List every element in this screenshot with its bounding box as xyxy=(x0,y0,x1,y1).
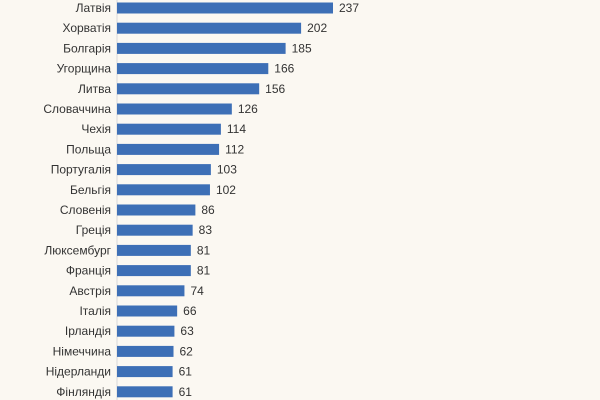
category-label: Нідерланди xyxy=(46,365,111,379)
category-label: Італія xyxy=(79,304,111,318)
value-label: 202 xyxy=(307,21,327,35)
bar xyxy=(117,285,185,297)
value-label: 81 xyxy=(197,264,211,278)
bar xyxy=(117,244,191,256)
bar xyxy=(117,305,178,317)
value-label: 62 xyxy=(180,344,194,358)
bar xyxy=(117,103,232,115)
bar xyxy=(117,22,302,34)
category-label: Словенія xyxy=(60,203,111,217)
bar xyxy=(117,63,269,75)
bars-group: Латвія 237 Хорватія 202 Болгарія 185 Угорщина 1… xyxy=(43,1,359,399)
bar xyxy=(117,143,220,155)
category-label: Франція xyxy=(66,264,111,278)
value-label: 112 xyxy=(225,142,244,156)
category-label: Німеччина xyxy=(53,344,112,358)
category-label: Литва xyxy=(78,82,111,96)
bar xyxy=(117,164,211,176)
value-label: 156 xyxy=(265,82,285,96)
bar xyxy=(117,184,210,196)
bar xyxy=(117,42,286,54)
value-label: 74 xyxy=(190,284,204,298)
value-label: 237 xyxy=(339,1,359,15)
category-label: Фінляндія xyxy=(56,385,111,399)
bar xyxy=(117,123,221,135)
value-label: 102 xyxy=(216,183,236,197)
value-label: 61 xyxy=(179,365,193,379)
bar xyxy=(117,83,260,95)
category-label: Словаччина xyxy=(43,102,111,116)
category-label: Чехія xyxy=(81,122,111,136)
value-label: 81 xyxy=(197,243,211,257)
category-label: Польща xyxy=(66,142,111,156)
value-label: 86 xyxy=(201,203,215,217)
value-label: 63 xyxy=(180,324,194,338)
category-label: Латвія xyxy=(76,1,111,15)
value-label: 66 xyxy=(183,304,197,318)
bar xyxy=(117,204,196,216)
category-label: Люксембург xyxy=(44,243,111,257)
category-label: Угорщина xyxy=(57,62,112,76)
category-label: Ірландія xyxy=(65,324,111,338)
bar xyxy=(117,224,193,236)
category-label: Хорватія xyxy=(62,21,111,35)
bar xyxy=(117,366,173,378)
bar xyxy=(117,265,191,277)
value-label: 103 xyxy=(217,163,237,177)
bar xyxy=(117,2,333,14)
category-label: Бельгія xyxy=(70,183,111,197)
bar xyxy=(117,345,174,357)
category-label: Болгарія xyxy=(63,41,111,55)
category-label: Греція xyxy=(76,223,111,237)
category-label: Австрія xyxy=(69,284,111,298)
value-label: 126 xyxy=(238,102,258,116)
value-label: 185 xyxy=(292,41,312,55)
value-label: 114 xyxy=(227,122,246,136)
bar xyxy=(117,386,173,398)
value-label: 61 xyxy=(179,385,193,399)
category-label: Португалія xyxy=(51,163,111,177)
bar xyxy=(117,325,175,337)
value-label: 83 xyxy=(199,223,213,237)
value-label: 166 xyxy=(274,62,294,76)
